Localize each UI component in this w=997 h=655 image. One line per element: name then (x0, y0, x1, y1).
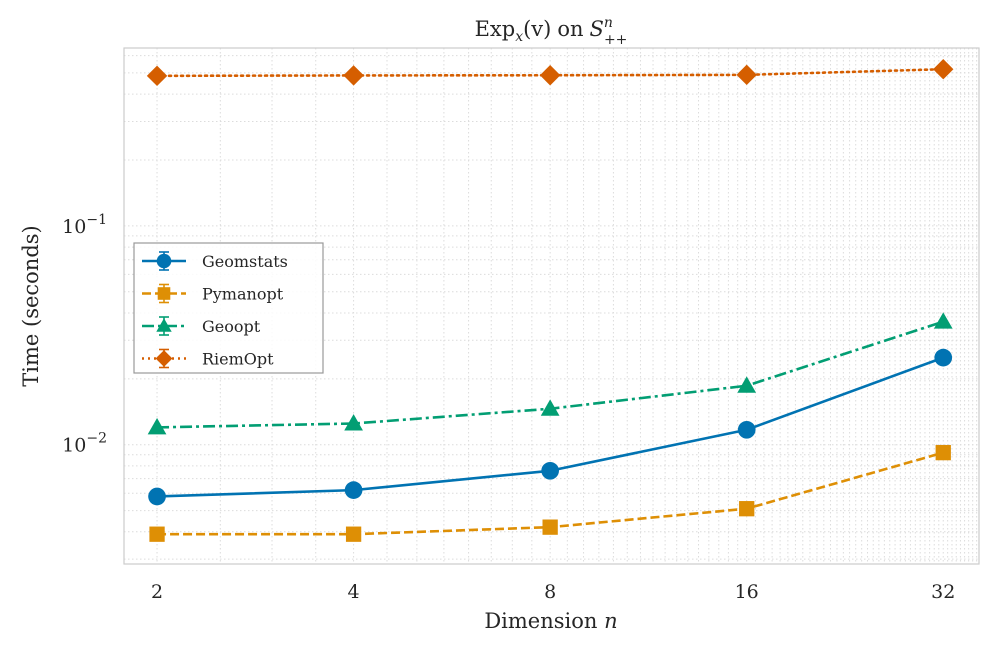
legend-marker-riemopt (155, 350, 173, 367)
data-point-riemopt (933, 59, 954, 80)
legend-label-pymanopt: Pymanopt (202, 285, 284, 304)
data-point-geomstats (737, 420, 756, 439)
data-point-geomstats (344, 481, 363, 499)
data-point-pymanopt (345, 526, 362, 542)
chart-title: Expx(v) on Sn ++ (475, 15, 628, 48)
data-point-riemopt (736, 64, 757, 86)
y-tick-label: 10−1 (62, 212, 107, 238)
data-point-pymanopt (149, 526, 165, 542)
series-riemopt (146, 59, 954, 87)
data-point-geoopt (737, 376, 757, 393)
plot-area-frame (123, 47, 980, 565)
legend-label-geoopt: Geoopt (202, 317, 261, 336)
data-point-geomstats (934, 348, 953, 367)
y-tick-labels: 10−2 10−1 (62, 212, 107, 457)
grid-lines (124, 48, 979, 564)
legend-marker-geomstats (156, 253, 172, 269)
data-point-geomstats (541, 461, 559, 480)
data-point-pymanopt (739, 501, 755, 517)
series-geomstats (148, 348, 953, 506)
legend: Geomstats Pymanopt Geoopt RiemOpt (133, 242, 324, 374)
legend-marker-pymanopt (157, 287, 171, 300)
legend-entry-geoopt: Geoopt (142, 316, 261, 336)
data-point-riemopt (539, 65, 561, 86)
legend-entry-geomstats: Geomstats (142, 251, 288, 271)
x-tick-label: 8 (544, 581, 556, 603)
data-point-geoopt (147, 418, 167, 435)
x-tick-label: 2 (151, 581, 163, 603)
data-point-geoopt (344, 414, 363, 431)
data-point-pymanopt (542, 519, 558, 535)
legend-entry-pymanopt: Pymanopt (142, 283, 284, 304)
x-tick-label: 32 (931, 581, 955, 603)
legend-label-riemopt: RiemOpt (202, 350, 274, 369)
legend-entry-riemopt: RiemOpt (142, 348, 274, 369)
legend-marker-geoopt (156, 318, 172, 332)
data-point-pymanopt (935, 444, 951, 461)
data-point-geoopt (540, 399, 560, 416)
data-point-riemopt (343, 65, 364, 86)
x-tick-label: 4 (348, 581, 360, 603)
x-tick-label: 16 (735, 581, 759, 603)
x-axis-label: Dimension n (484, 609, 617, 633)
series-geoopt (147, 312, 953, 435)
y-tick-label: 10−2 (62, 431, 107, 457)
data-point-geoopt (933, 312, 953, 329)
legend-label-geomstats: Geomstats (202, 252, 288, 271)
x-tick-labels: 2 4 8 16 32 (151, 581, 955, 603)
y-axis-label: Time (seconds) (19, 225, 43, 386)
data-point-riemopt (146, 65, 168, 87)
data-point-geomstats (148, 487, 166, 506)
series-layer (146, 59, 954, 542)
series-pymanopt (149, 444, 951, 542)
